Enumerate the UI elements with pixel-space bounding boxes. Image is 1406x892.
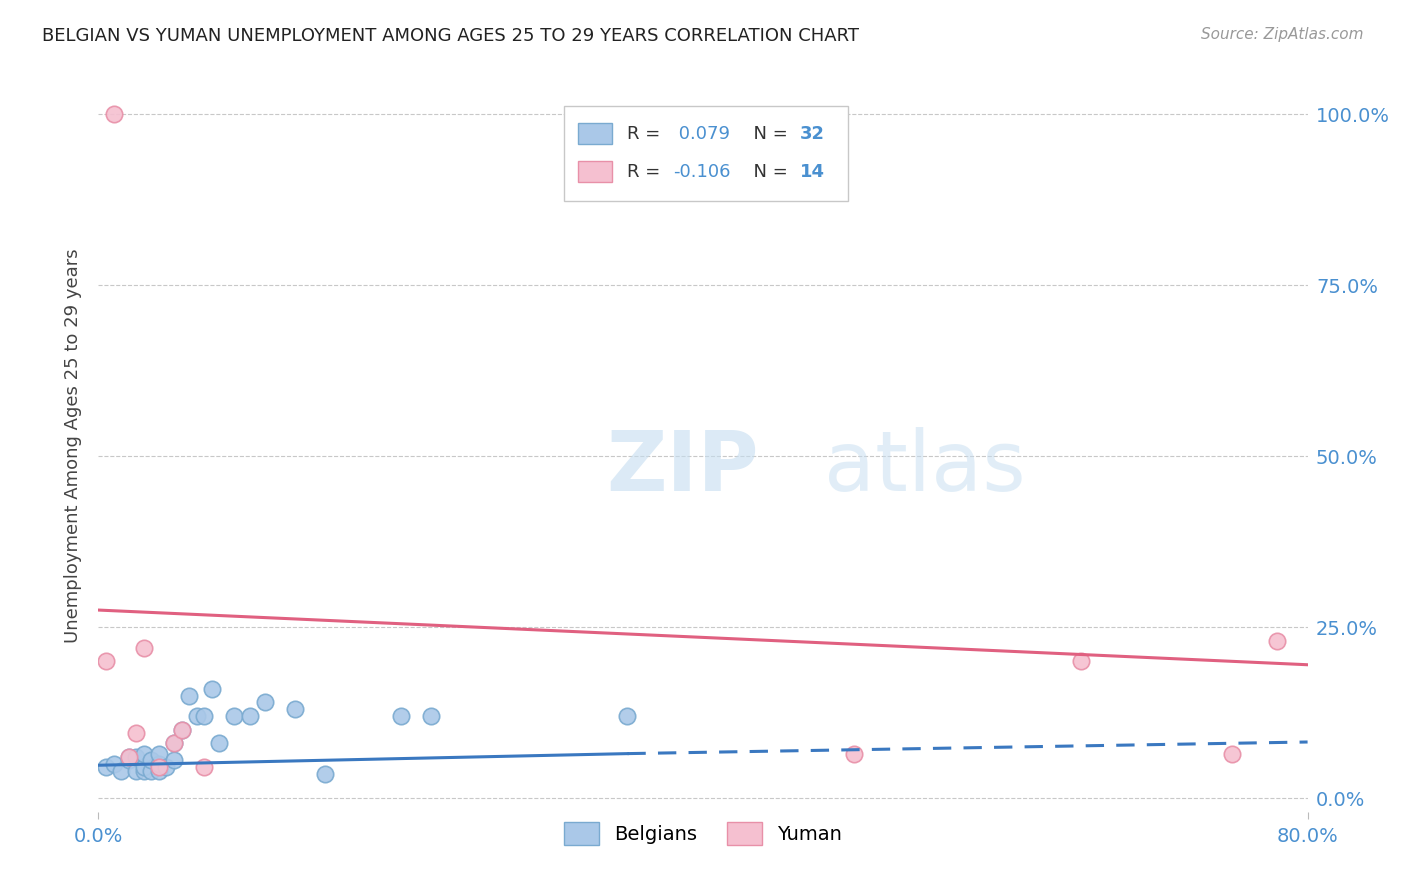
Point — [1070, 654, 1092, 668]
Point — [125, 750, 148, 764]
Point — [148, 756, 170, 771]
Point — [186, 709, 208, 723]
Point — [170, 723, 193, 737]
Y-axis label: Unemployment Among Ages 25 to 29 years: Unemployment Among Ages 25 to 29 years — [65, 249, 83, 643]
Point — [110, 764, 132, 778]
Point — [224, 709, 246, 723]
Point — [163, 754, 186, 768]
Legend: Belgians, Yuman: Belgians, Yuman — [557, 814, 849, 854]
Point — [314, 767, 336, 781]
Text: R =: R = — [627, 162, 666, 181]
Point — [94, 760, 117, 774]
Text: R =: R = — [627, 125, 666, 143]
Point — [132, 760, 155, 774]
Point — [103, 756, 125, 771]
Point — [1267, 633, 1289, 648]
Point — [284, 702, 307, 716]
Point — [155, 760, 177, 774]
Point — [94, 654, 117, 668]
Point — [125, 764, 148, 778]
Point — [616, 709, 638, 723]
Text: N =: N = — [742, 125, 793, 143]
Text: Source: ZipAtlas.com: Source: ZipAtlas.com — [1201, 27, 1364, 42]
Point — [239, 709, 262, 723]
Text: ZIP: ZIP — [606, 427, 759, 508]
Point — [118, 750, 141, 764]
Text: -0.106: -0.106 — [673, 162, 730, 181]
Point — [389, 709, 412, 723]
Text: 32: 32 — [800, 125, 825, 143]
Point — [420, 709, 443, 723]
Text: 14: 14 — [800, 162, 825, 181]
Point — [132, 640, 155, 655]
Point — [132, 764, 155, 778]
FancyBboxPatch shape — [578, 123, 613, 144]
Text: BELGIAN VS YUMAN UNEMPLOYMENT AMONG AGES 25 TO 29 YEARS CORRELATION CHART: BELGIAN VS YUMAN UNEMPLOYMENT AMONG AGES… — [42, 27, 859, 45]
Point — [208, 736, 231, 750]
Point — [148, 760, 170, 774]
Point — [844, 747, 866, 761]
Text: atlas: atlas — [824, 427, 1025, 508]
Point — [148, 764, 170, 778]
Point — [141, 754, 163, 768]
Point — [103, 107, 125, 121]
FancyBboxPatch shape — [578, 161, 613, 182]
Point — [118, 754, 141, 768]
Text: 0.079: 0.079 — [673, 125, 730, 143]
Point — [118, 750, 141, 764]
Point — [141, 764, 163, 778]
Point — [193, 709, 215, 723]
Point — [163, 736, 186, 750]
Point — [170, 723, 193, 737]
Point — [132, 747, 155, 761]
Point — [125, 726, 148, 740]
Point — [253, 695, 276, 709]
Point — [148, 747, 170, 761]
Text: N =: N = — [742, 162, 793, 181]
Point — [193, 760, 215, 774]
FancyBboxPatch shape — [564, 106, 848, 201]
Point — [163, 736, 186, 750]
Point — [179, 689, 201, 703]
Point — [1220, 747, 1243, 761]
Point — [201, 681, 224, 696]
